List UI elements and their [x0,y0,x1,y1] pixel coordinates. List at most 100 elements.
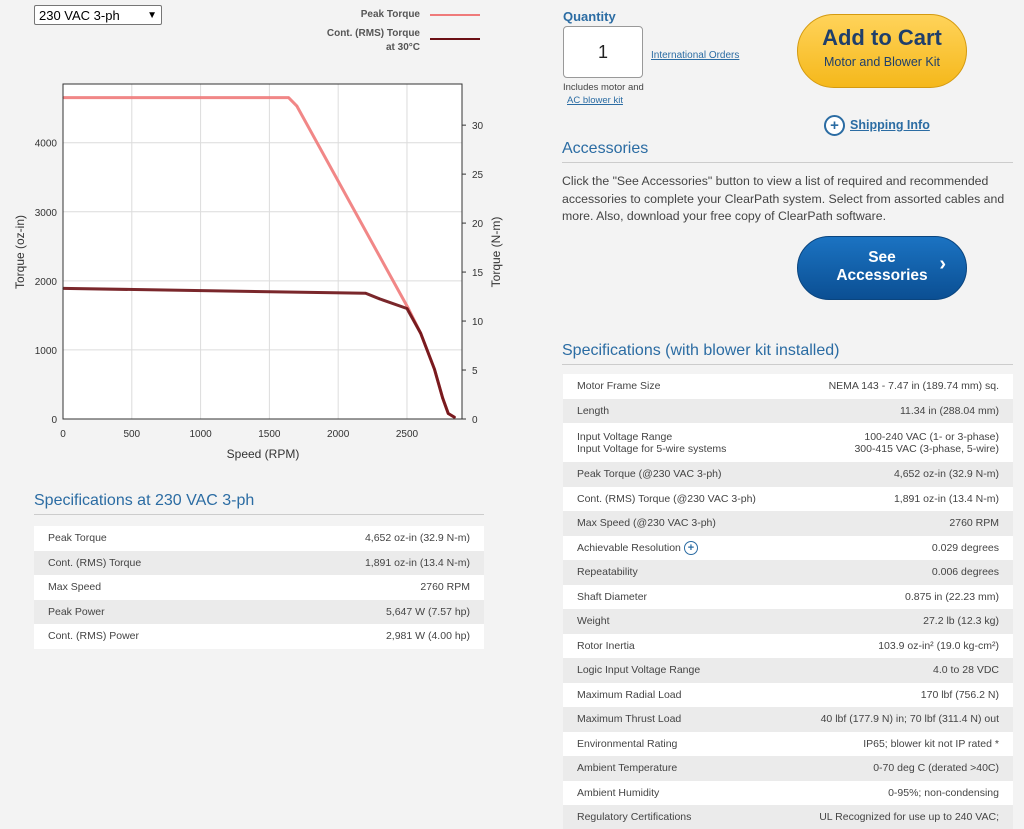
accessories-description: Click the "See Accessories" button to vi… [562,174,1005,223]
x-tick-label: 0 [60,429,66,440]
spec-key: Ambient Humidity [577,786,660,799]
spec-row: Cont. (RMS) Torque (@230 VAC 3-ph) 1,891 … [563,486,1013,511]
spec-row: Regulatory Certifications UL Recognized f… [563,805,1013,829]
x-tick-label: 500 [123,429,140,440]
spec-row: Shaft Diameter 0.875 in (22.23 mm) [563,584,1013,609]
series-point [378,298,381,300]
add-to-cart-button[interactable]: Add to Cart Motor and Blower Kit [797,14,967,88]
spec-row: Repeatability 0.006 degrees [563,560,1013,585]
spec-row: Length 11.34 in (288.04 mm) [563,398,1013,423]
spec-value: UL Recognized for use up to 240 VAC; [819,811,999,824]
spec-key: Motor Frame Size [577,380,661,393]
spec-value: 0.875 in (22.23 mm) [905,590,999,603]
x-axis-label: Speed (RPM) [227,447,300,461]
voltage-select-value: 230 VAC 3-ph [39,7,120,23]
international-orders-link[interactable]: International Orders [651,50,740,61]
spec-row: Maximum Radial Load 170 lbf (756.2 N) [563,682,1013,707]
ac-blower-kit-link[interactable]: AC blower kit [567,95,623,106]
x-tick-label: 2500 [396,429,419,440]
left-spec-value: 2760 RPM [420,581,470,594]
legend-cont-line [430,38,480,40]
spec-value: 4,652 oz-in (32.9 N-m) [893,468,999,481]
legend-peak-label: Peak Torque [360,9,420,20]
series-point [296,105,298,107]
spec-key: Ambient Temperature [577,762,678,775]
spec-value: 0-95%; non-condensing [888,786,999,799]
quantity-input[interactable]: 1 [563,26,643,78]
spec-row: Ambient Humidity 0-95%; non-condensing [563,780,1013,805]
spec-value: 100-240 VAC (1- or 3-phase) [864,430,999,443]
spec-row: Logic Input Voltage Range 4.0 to 28 VDC [563,658,1013,683]
x-tick-label: 1000 [189,429,212,440]
x-tick-label: 1500 [258,429,281,440]
see-accessories-line1: See [868,249,896,266]
spec-value: 40 lbf (177.9 N) in; 70 lbf (311.4 N) ou… [820,713,999,726]
spec-value: 4.0 to 28 VDC [933,664,999,677]
includes-text: Includes motor and [563,82,644,93]
spec-row: Achievable Resolution +0.029 degrees [563,535,1013,560]
legend-cont-label: Cont. (RMS) Torque [326,28,420,39]
torque-speed-chart: 0 500 1000 1500 2000 2500 0 1000 2000 3000 4000 0 5 1… [13,83,503,461]
spec-key: Shaft Diameter [577,590,648,603]
plot-border [62,83,463,420]
chevron-down-icon: ▼ [147,9,157,21]
y-tick-label: 2000 [35,277,58,288]
specs-title: Specifications (with blower kit installe… [562,342,1013,365]
left-specs-title: Specifications at 230 VAC 3-ph [34,492,484,515]
series-point [365,292,367,294]
spec-key: Length [577,404,610,417]
series-point [433,368,436,370]
left-spec-value: 1,891 oz-in (13.4 N-m) [364,556,470,569]
voltage-select[interactable]: 230 VAC 3-ph ▼ [34,5,162,25]
spec-key: Weight [577,615,610,628]
y-tick-label: 3000 [35,208,58,219]
spec-row: Maximum Thrust Load 40 lbf (177.9 N) in; … [563,707,1013,732]
legend-cont-sublabel: at 30°C [385,42,420,53]
spec-key: Input Voltage Range [577,430,673,443]
spec-value: 103.9 oz-in² (19.0 kg-cm²) [878,639,999,652]
spec-key: Environmental Rating [577,737,678,750]
plot-area [63,84,462,419]
left-spec-key: Max Speed [48,581,102,594]
spec-value: 0-70 deg C (derated >40C) [873,762,999,775]
add-to-cart-title: Add to Cart [822,25,942,50]
spec-value: 170 lbf (756.2 N) [920,688,999,701]
left-spec-row: Cont. (RMS) Power 2,981 W (4.00 hp) [34,624,484,649]
y-tick-label: 0 [51,415,57,426]
series-point [420,332,422,334]
y2-tick-label: 10 [472,317,484,328]
spec-key: Logic Input Voltage Range [577,664,701,677]
series-point [288,97,290,99]
see-accessories-button[interactable]: See Accessories › [797,236,967,300]
spec-key: Repeatability [577,566,638,579]
series-point [447,412,449,415]
plus-circle-icon[interactable]: + [683,540,698,555]
y2-tick-label: 25 [472,170,484,181]
spec-row: Max Speed (@230 VAC 3-ph) 2760 RPM [563,511,1013,536]
y2-tick-label: 30 [472,121,484,132]
y2-tick-label: 15 [472,268,484,279]
y-tick-label: 4000 [35,139,58,150]
spec-key: Peak Torque (@230 VAC 3-ph) [577,468,722,481]
spec-key-secondary: Input Voltage for 5-wire systems [577,442,727,455]
spec-key: Achievable Resolution [577,541,681,554]
left-spec-row: Cont. (RMS) Torque 1,891 oz-in (13.4 N-m) [34,550,484,575]
spec-value: IP65; blower kit not IP rated * [863,737,999,750]
series-point [442,397,444,399]
spec-value: 11.34 in (288.04 mm) [899,404,999,417]
add-to-cart-subtitle: Motor and Blower Kit [823,55,941,69]
y2-axis-label: Torque (N-m) [489,217,503,288]
accessories-title: Accessories [562,140,1013,163]
quantity-label: Quantity [563,9,616,24]
spec-value: 2760 RPM [949,517,999,530]
spec-row: Weight 27.2 lb (12.3 kg) [563,609,1013,634]
left-spec-key: Cont. (RMS) Power [48,630,140,643]
specs-table: Motor Frame Size NEMA 143 - 7.47 in (189.… [563,374,1013,829]
left-spec-key: Peak Power [48,605,105,618]
spec-key: Maximum Thrust Load [577,713,682,726]
plus-circle-icon[interactable]: + [824,115,845,136]
spec-row: Rotor Inertia 103.9 oz-in² (19.0 kg-cm²) [563,633,1013,658]
left-spec-key: Peak Torque [48,532,107,545]
left-spec-row: Peak Power 5,647 W (7.57 hp) [34,599,484,624]
shipping-info-link[interactable]: Shipping Info [850,118,930,132]
